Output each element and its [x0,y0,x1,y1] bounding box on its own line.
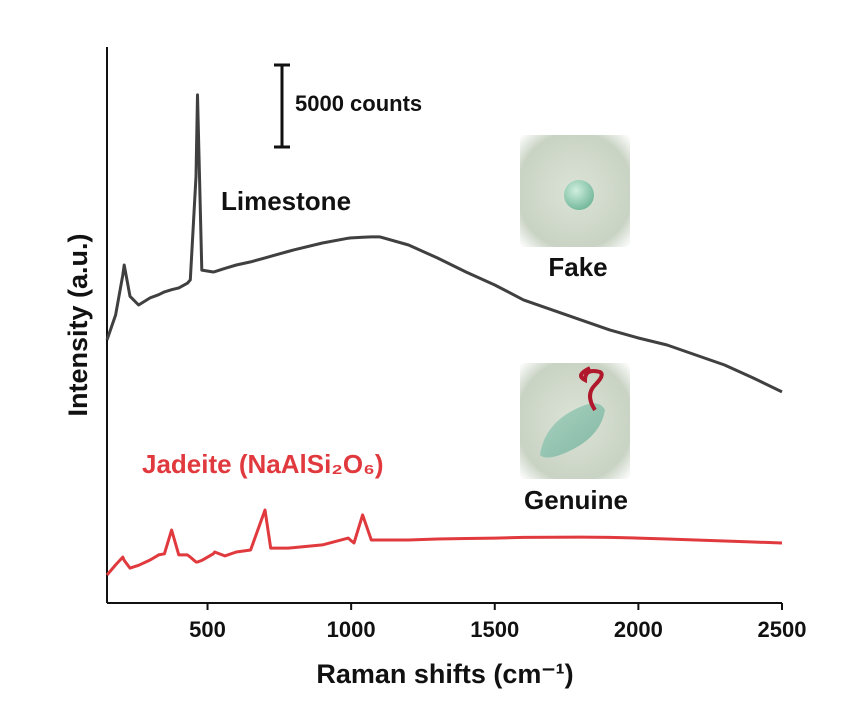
y-axis-label: Intensity (a.u.) [63,233,93,416]
series-label: Jadeite (NaAlSi₂O₆) [142,449,384,479]
x-axis-label: Raman shifts (cm⁻¹) [316,659,573,689]
inset-genuine-photo [520,363,630,479]
series-label: Limestone [221,186,351,216]
x-tick-label: 1500 [470,617,519,642]
x-tick-label: 500 [189,617,226,642]
inset-label: Genuine [524,485,628,515]
spectrum-line [105,93,783,394]
inset-fake-photo [520,135,630,247]
spectrum-line [105,508,783,576]
x-tick-label: 2000 [614,617,663,642]
x-tick-label: 1000 [327,617,376,642]
x-tick-label: 2500 [758,617,807,642]
inset-label: Fake [548,252,607,282]
scale-bar-label: 5000 counts [295,91,422,116]
